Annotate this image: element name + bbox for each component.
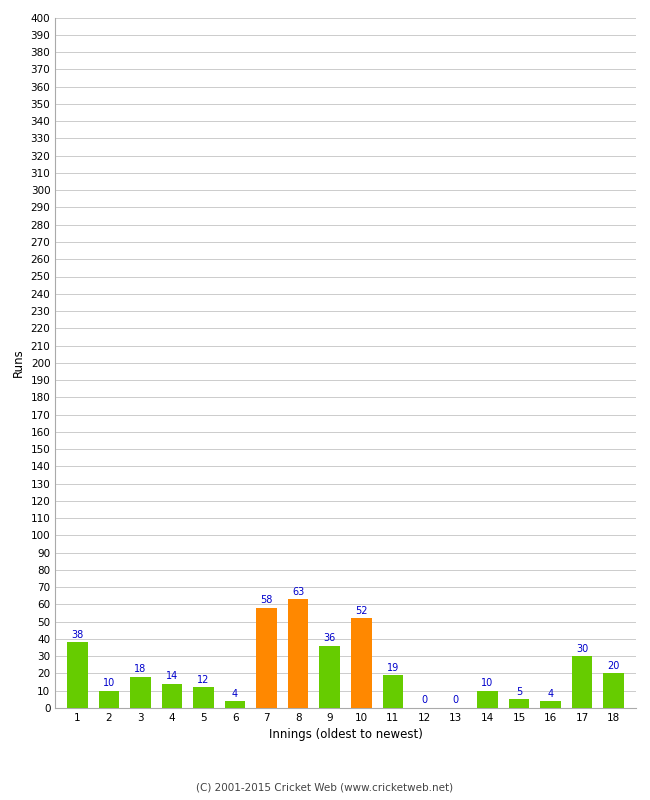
Text: 20: 20 bbox=[608, 661, 620, 671]
Bar bbox=[193, 687, 214, 708]
Bar bbox=[99, 690, 119, 708]
Text: 19: 19 bbox=[387, 662, 399, 673]
Text: 63: 63 bbox=[292, 586, 304, 597]
Text: 52: 52 bbox=[355, 606, 367, 616]
Text: 4: 4 bbox=[232, 689, 238, 698]
Bar bbox=[256, 608, 277, 708]
Bar bbox=[225, 701, 245, 708]
Text: 0: 0 bbox=[453, 695, 459, 706]
Text: 38: 38 bbox=[72, 630, 83, 640]
Bar bbox=[319, 646, 340, 708]
X-axis label: Innings (oldest to newest): Innings (oldest to newest) bbox=[268, 729, 422, 742]
Text: 4: 4 bbox=[547, 689, 554, 698]
Text: 12: 12 bbox=[198, 674, 210, 685]
Bar bbox=[540, 701, 561, 708]
Y-axis label: Runs: Runs bbox=[12, 349, 25, 377]
Text: 0: 0 bbox=[421, 695, 428, 706]
Text: 30: 30 bbox=[576, 644, 588, 654]
Bar bbox=[509, 699, 529, 708]
Bar bbox=[572, 656, 592, 708]
Bar bbox=[162, 684, 182, 708]
Text: 58: 58 bbox=[261, 595, 273, 606]
Bar bbox=[351, 618, 372, 708]
Text: (C) 2001-2015 Cricket Web (www.cricketweb.net): (C) 2001-2015 Cricket Web (www.cricketwe… bbox=[196, 782, 454, 792]
Text: 10: 10 bbox=[103, 678, 115, 688]
Bar bbox=[477, 690, 498, 708]
Text: 10: 10 bbox=[481, 678, 493, 688]
Text: 5: 5 bbox=[516, 686, 522, 697]
Text: 18: 18 bbox=[135, 664, 146, 674]
Text: 36: 36 bbox=[324, 634, 336, 643]
Bar bbox=[67, 642, 88, 708]
Text: 14: 14 bbox=[166, 671, 178, 682]
Bar bbox=[603, 674, 624, 708]
Bar bbox=[288, 599, 308, 708]
Bar bbox=[130, 677, 151, 708]
Bar bbox=[383, 675, 403, 708]
